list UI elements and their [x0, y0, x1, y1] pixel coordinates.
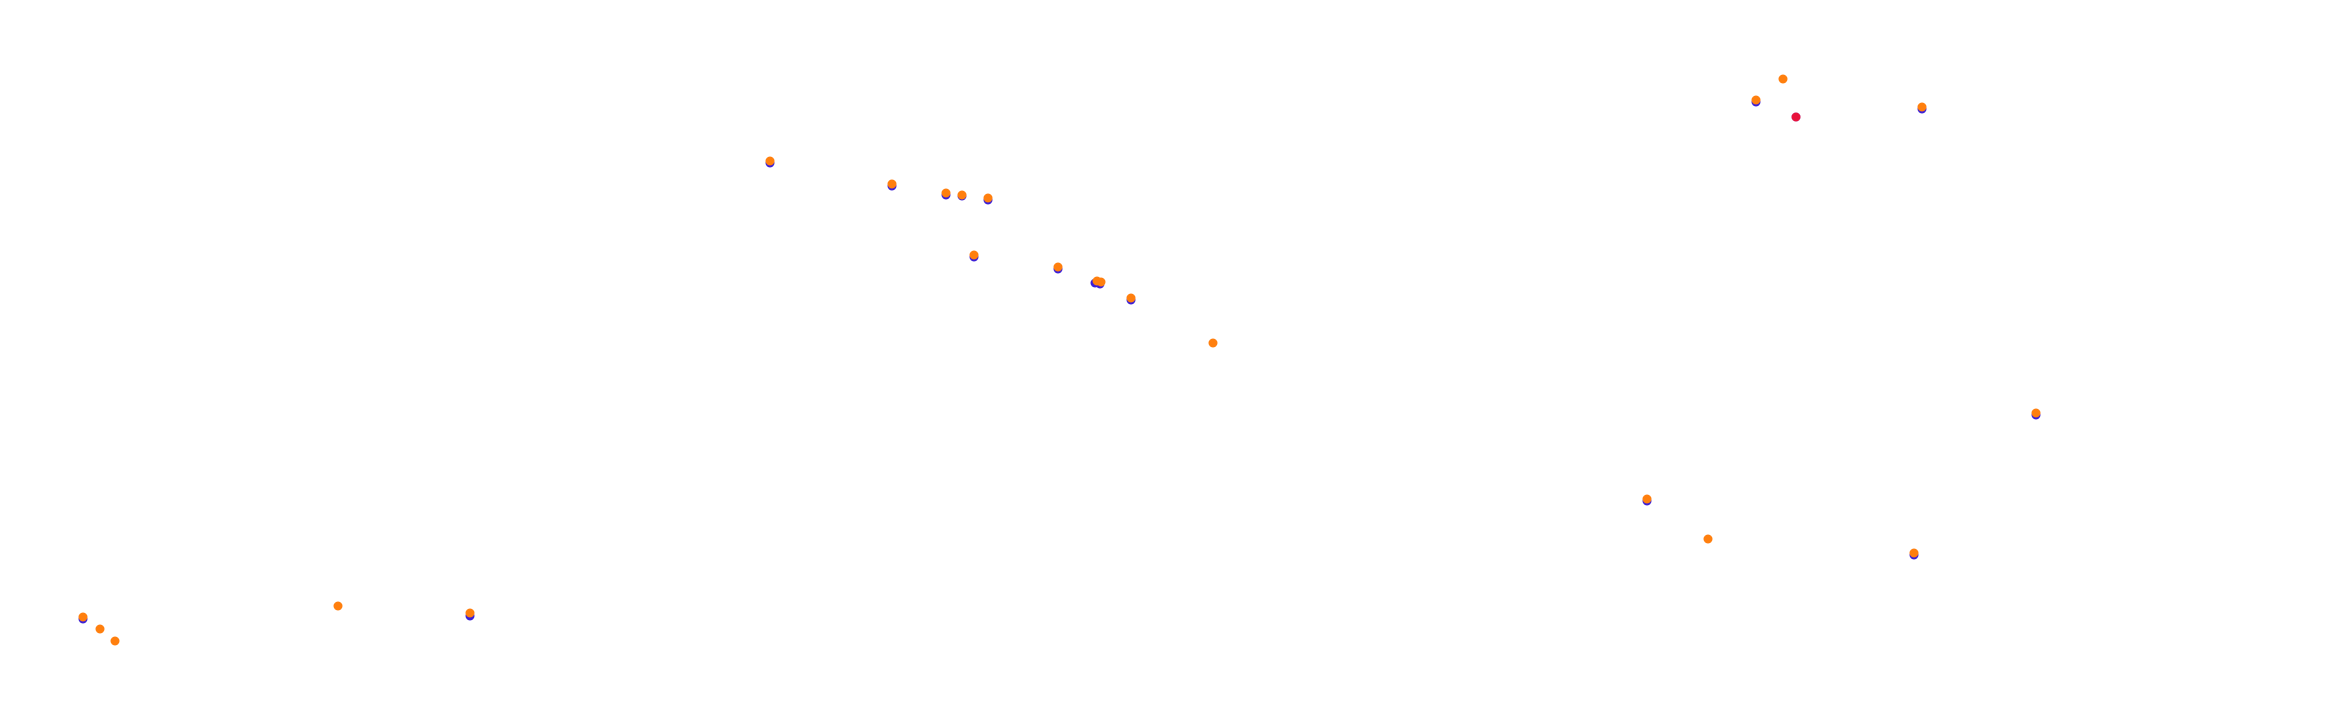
scatter-point-s1-1 [95, 624, 105, 634]
scatter-point-s1-9 [983, 193, 993, 203]
points-layer [78, 74, 2041, 646]
scatter-point-s1-7 [941, 188, 951, 198]
scatter-point-s1-6 [887, 179, 897, 189]
scatter-point-s1-20 [1751, 95, 1761, 105]
scatter-point-s1-22 [1917, 102, 1927, 112]
scatter-point-s1-15 [1208, 338, 1218, 348]
scatter-point-s1-10 [969, 250, 979, 260]
scatter-point-s1-21 [1778, 74, 1788, 84]
scatter-point-s1-8 [957, 190, 967, 200]
scatter-point-s1-16 [1642, 494, 1652, 504]
scatter-point-s1-3 [333, 601, 343, 611]
scatter-point-s1-13 [1096, 277, 1106, 287]
scatter-point-s1-2 [110, 636, 120, 646]
scatter-point-s1-5 [765, 156, 775, 166]
scatter-point-s1-11 [1053, 262, 1063, 272]
scatter-point-s2-0 [1791, 112, 1801, 122]
scatter-point-s1-18 [1909, 548, 1919, 558]
scatter-point-s1-19 [2031, 408, 2041, 418]
scatter-point-s1-14 [1126, 293, 1136, 303]
scatter-point-s1-17 [1703, 534, 1713, 544]
scatter-point-s1-0 [78, 612, 88, 622]
scatter-point-s1-4 [465, 608, 475, 618]
